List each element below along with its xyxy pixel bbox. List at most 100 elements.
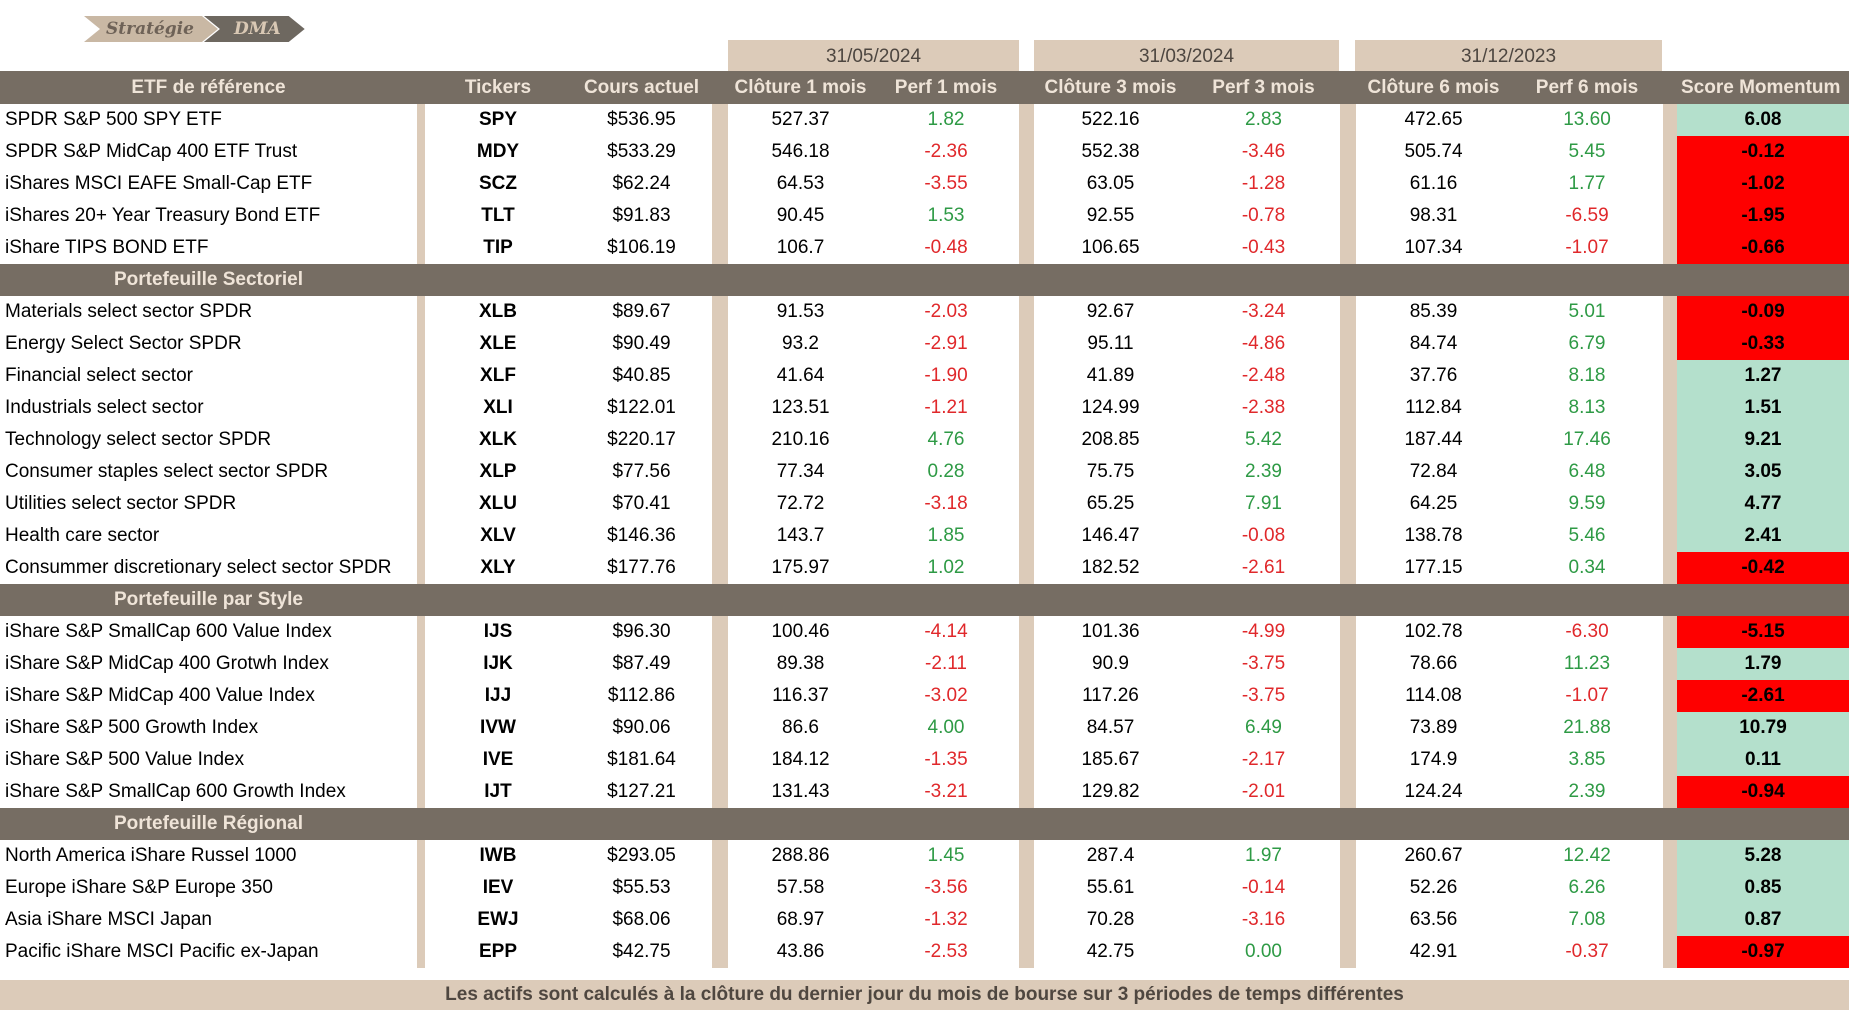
col-header-ticker[interactable]: Tickers	[425, 71, 571, 104]
col-header-perf-6m[interactable]: Perf 6 mois	[1511, 71, 1663, 104]
momentum-score: -1.95	[1677, 200, 1849, 232]
table-row[interactable]: iShares MSCI EAFE Small-Cap ETF SCZ $62.24…	[0, 168, 1849, 200]
ticker-symbol: XLK	[479, 429, 517, 450]
close-1m: 91.53	[776, 301, 825, 322]
momentum-score: 0.87	[1677, 904, 1849, 936]
close-6m: 64.25	[1409, 493, 1458, 514]
footer-note: Les actifs sont calculés à la clôture du…	[0, 980, 1849, 1010]
perf-6m: -1.07	[1565, 685, 1609, 706]
momentum-score: 9.21	[1677, 424, 1849, 456]
perf-6m: 21.88	[1563, 717, 1611, 738]
ticker-symbol: EWJ	[477, 909, 519, 930]
col-header-close-1m[interactable]: Clôture 1 mois	[728, 71, 873, 104]
momentum-score: -0.12	[1677, 136, 1849, 168]
close-3m: 522.16	[1081, 109, 1140, 130]
perf-6m: 6.48	[1568, 461, 1606, 482]
table-row[interactable]: iShare S&P MidCap 400 Grotwh Index IJK $87…	[0, 648, 1849, 680]
ticker-symbol: XLB	[479, 301, 517, 322]
current-price: $146.36	[607, 525, 676, 546]
col-header-score[interactable]: Score Momentum	[1677, 71, 1849, 104]
close-3m: 92.55	[1086, 205, 1135, 226]
table-row[interactable]: iShare S&P MidCap 400 Value Index IJJ $112…	[0, 680, 1849, 712]
section-header-row: Portefeuille Régional	[0, 808, 1849, 840]
close-3m: 70.28	[1086, 909, 1135, 930]
perf-3m: -0.78	[1241, 205, 1286, 226]
perf-3m: -2.17	[1241, 749, 1286, 770]
close-1m: 106.7	[776, 237, 825, 258]
table-row[interactable]: iShare TIPS BOND ETF TIP $106.19 106.7 -0.48…	[0, 232, 1849, 264]
col-header-close-3m[interactable]: Clôture 3 mois	[1034, 71, 1187, 104]
table-row[interactable]: Europe iShare S&P Europe 350 IEV $55.53 57.…	[0, 872, 1849, 904]
col-header-close-6m[interactable]: Clôture 6 mois	[1356, 71, 1511, 104]
breadcrumb: Stratégie DMA	[84, 16, 291, 42]
close-3m: 552.38	[1081, 141, 1140, 162]
table-row[interactable]: Consumer staples select sector SPDR XLP $7…	[0, 456, 1849, 488]
close-1m: 77.34	[776, 461, 825, 482]
ticker-symbol: IVE	[482, 749, 514, 770]
date-header-6-months: 31/12/2023	[1355, 40, 1662, 71]
table-row[interactable]: SPDR S&P 500 SPY ETF SPY $536.95 527.37 1.82…	[0, 104, 1849, 136]
col-header-perf-3m[interactable]: Perf 3 mois	[1187, 71, 1340, 104]
table-row[interactable]: Technology select sector SPDR XLK $220.17 2…	[0, 424, 1849, 456]
current-price: $42.75	[612, 941, 671, 962]
table-row[interactable]: Materials select sector SPDR XLB $89.67 91.…	[0, 296, 1849, 328]
close-6m: 98.31	[1409, 205, 1458, 226]
table-row[interactable]: iShare S&P 500 Value Index IVE $181.64 184.…	[0, 744, 1849, 776]
current-price: $127.21	[607, 781, 676, 802]
perf-6m: 5.01	[1568, 301, 1606, 322]
close-1m: 64.53	[776, 173, 825, 194]
table-row[interactable]: Financial select sector XLF $40.85 41.64 -1.…	[0, 360, 1849, 392]
ticker-symbol: IEV	[482, 877, 514, 898]
ticker-symbol: IWB	[479, 845, 517, 866]
close-3m: 129.82	[1081, 781, 1140, 802]
table-row[interactable]: Consummer discretionary select sector SP…	[0, 552, 1849, 584]
table-row[interactable]: Energy Select Sector SPDR XLE $90.49 93.2 -2…	[0, 328, 1849, 360]
close-6m: 73.89	[1409, 717, 1458, 738]
table-row[interactable]: Health care sector XLV $146.36 143.7 1.85 146…	[0, 520, 1849, 552]
momentum-score: -0.09	[1677, 296, 1849, 328]
close-3m: 90.9	[1092, 653, 1129, 674]
etf-name: iShare S&P MidCap 400 Value Index	[5, 685, 315, 706]
table-row[interactable]: SPDR S&P MidCap 400 ETF Trust MDY $533.29 5…	[0, 136, 1849, 168]
perf-1m: -3.55	[924, 173, 968, 194]
table-row[interactable]: iShare S&P 500 Growth Index IVW $90.06 86.6…	[0, 712, 1849, 744]
breadcrumb-item-dma[interactable]: DMA	[204, 16, 305, 42]
perf-6m: 1.77	[1568, 173, 1606, 194]
col-header-perf-1m[interactable]: Perf 1 mois	[873, 71, 1019, 104]
ticker-symbol: IJJ	[484, 685, 512, 706]
table-row[interactable]: iShares 20+ Year Treasury Bond ETF TLT $91…	[0, 200, 1849, 232]
close-3m: 182.52	[1081, 557, 1140, 578]
perf-3m: -4.99	[1241, 621, 1286, 642]
perf-1m: -3.02	[924, 685, 968, 706]
col-header-price[interactable]: Cours actuel	[571, 71, 712, 104]
table-row[interactable]: Asia iShare MSCI Japan EWJ $68.06 68.97 -1.3…	[0, 904, 1849, 936]
perf-1m: -2.36	[924, 141, 968, 162]
current-price: $90.06	[612, 717, 671, 738]
breadcrumb-item-strategie[interactable]: Stratégie	[84, 16, 218, 42]
close-3m: 185.67	[1081, 749, 1140, 770]
perf-1m: 1.53	[927, 205, 965, 226]
table-row[interactable]: iShare S&P SmallCap 600 Growth Index IJT $…	[0, 776, 1849, 808]
close-6m: 107.34	[1404, 237, 1463, 258]
close-6m: 174.9	[1409, 749, 1458, 770]
perf-6m: 7.08	[1568, 909, 1606, 930]
close-3m: 75.75	[1086, 461, 1135, 482]
table-row[interactable]: Industrials select sector XLI $122.01 123.5…	[0, 392, 1849, 424]
etf-name: iShares MSCI EAFE Small-Cap ETF	[5, 173, 313, 194]
section-header-row: Portefeuille par Style	[0, 584, 1849, 616]
perf-3m: -3.16	[1241, 909, 1286, 930]
close-1m: 43.86	[776, 941, 825, 962]
perf-3m: 5.42	[1245, 429, 1282, 450]
table-row[interactable]: Utilities select sector SPDR XLU $70.41 72.…	[0, 488, 1849, 520]
table-row[interactable]: Pacific iShare MSCI Pacific ex-Japan EPP $…	[0, 936, 1849, 968]
momentum-score: -0.94	[1677, 776, 1849, 808]
table-row[interactable]: iShare S&P SmallCap 600 Value Index IJS $9…	[0, 616, 1849, 648]
current-price: $220.17	[607, 429, 676, 450]
table-row[interactable]: North America iShare Russel 1000 IWB $293.…	[0, 840, 1849, 872]
col-header-name[interactable]: ETF de référence	[0, 71, 417, 104]
close-6m: 84.74	[1409, 333, 1458, 354]
close-1m: 90.45	[776, 205, 825, 226]
close-1m: 89.38	[776, 653, 825, 674]
perf-3m: -0.08	[1241, 525, 1286, 546]
close-3m: 101.36	[1081, 621, 1140, 642]
